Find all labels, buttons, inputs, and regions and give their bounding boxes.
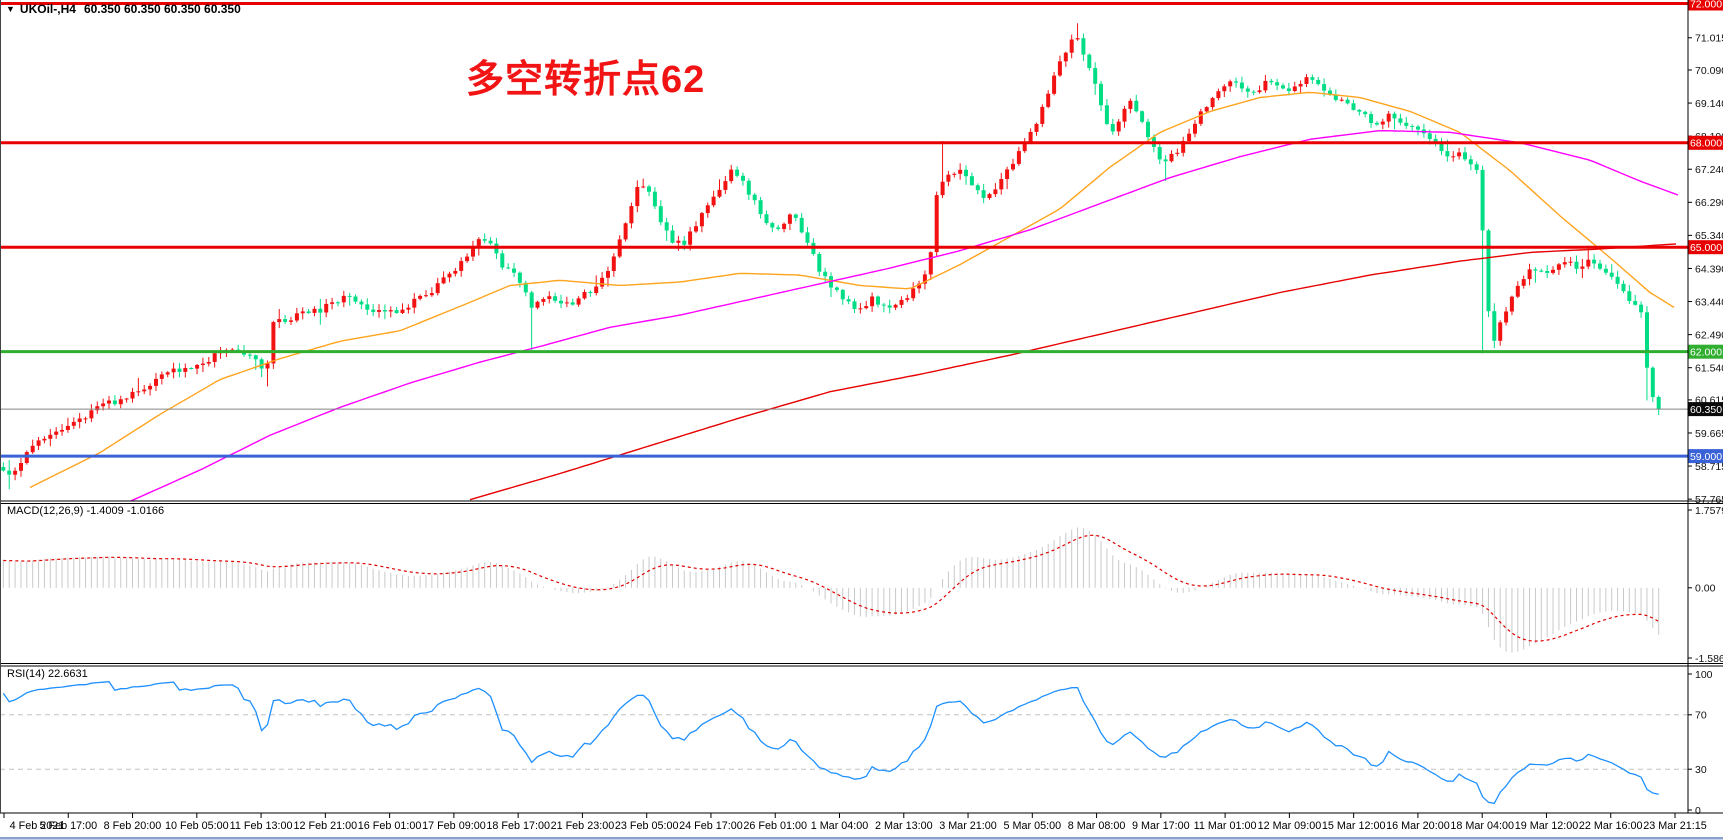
svg-text:66.290: 66.290 (1695, 197, 1723, 209)
svg-text:65.000: 65.000 (1690, 242, 1722, 254)
svg-text:0: 0 (1695, 805, 1701, 817)
time-axis-label: 15 Mar 12:00 (1322, 820, 1386, 832)
time-axis-label: 23 Feb 05:00 (615, 820, 679, 832)
time-axis-label: 18 Feb 17:00 (486, 820, 550, 832)
svg-text:67.240: 67.240 (1695, 164, 1723, 176)
svg-text:62.490: 62.490 (1695, 329, 1723, 341)
time-axis-label: 12 Feb 21:00 (293, 820, 357, 832)
time-axis-label: 21 Feb 23:00 (551, 820, 615, 832)
time-axis-label: 23 Mar 21:15 (1643, 820, 1707, 832)
time-axis-label: 9 Mar 17:00 (1132, 820, 1190, 832)
svg-text:60.350: 60.350 (1690, 404, 1722, 416)
time-axis-label: 4 Feb 2021 (10, 820, 65, 832)
time-axis-label: 26 Feb 01:00 (743, 820, 807, 832)
rsi-layer (0, 681, 1688, 805)
svg-text:61.540: 61.540 (1695, 363, 1723, 375)
chart-annotation-text[interactable]: 多空转折点62 (466, 59, 706, 101)
symbol-title: ▼ UKOil-,H4 60.350 60.350 60.350 60.350 (6, 2, 241, 16)
macd-indicator-label: MACD(12,26,9) -1.4009 -1.0166 (7, 505, 165, 517)
macd-signal-line (3, 534, 1659, 642)
svg-text:30: 30 (1695, 764, 1707, 776)
time-axis-label: 8 Mar 08:00 (1068, 820, 1126, 832)
time-axis-label: 10 Feb 05:00 (165, 820, 229, 832)
svg-text:72.000: 72.000 (1690, 0, 1722, 10)
time-axis-label: 24 Feb 17:00 (679, 820, 743, 832)
ma-fast-orange (29, 91, 1675, 489)
price-label-boxes-layer: 72.000 68.000 65.000 62.000 59.000 60.350 (1688, 0, 1723, 464)
svg-text:70.090: 70.090 (1695, 65, 1723, 77)
time-axis-label: 2 Mar 13:00 (875, 820, 933, 832)
time-axis-label: 22 Mar 16:00 (1579, 820, 1643, 832)
svg-text:0.00: 0.00 (1695, 583, 1716, 595)
svg-text:58.715: 58.715 (1695, 461, 1723, 473)
macd-layer (2, 527, 1660, 653)
ma-slow-red (469, 243, 1677, 501)
candles-layer[interactable] (1, 23, 1661, 490)
svg-text:64.390: 64.390 (1695, 263, 1723, 275)
time-axis-label: 1 Mar 04:00 (811, 820, 869, 832)
time-axis-label: 5 Feb 17:00 (39, 820, 97, 832)
time-axis-label: 17 Feb 09:00 (422, 820, 486, 832)
moving-averages-layer (29, 91, 1679, 501)
time-axis-label: 16 Mar 20:00 (1386, 820, 1450, 832)
svg-text:70: 70 (1695, 710, 1707, 722)
time-axis-label: 11 Mar 01:00 (1194, 820, 1257, 832)
svg-text:63.440: 63.440 (1695, 296, 1723, 308)
ohlc-quote-label: 60.350 60.350 60.350 60.350 (83, 2, 241, 16)
time-axis-label: 18 Mar 04:00 (1450, 820, 1514, 832)
svg-text:62.000: 62.000 (1690, 347, 1722, 359)
time-axis-label: 19 Mar 12:00 (1515, 820, 1579, 832)
rsi-indicator-label: RSI(14) 22.6631 (7, 668, 88, 680)
time-axis-label: 5 Mar 05:00 (1003, 820, 1061, 832)
svg-text:-1.5867: -1.5867 (1695, 653, 1723, 665)
horizontal-level-lines-layer[interactable] (0, 1, 1688, 458)
time-axis-label: 8 Feb 20:00 (104, 820, 162, 832)
svg-text:1.7579: 1.7579 (1695, 505, 1723, 517)
time-axis-label: 3 Mar 21:00 (939, 820, 997, 832)
svg-text:68.000: 68.000 (1690, 138, 1722, 150)
svg-text:59.000: 59.000 (1690, 451, 1722, 463)
time-axis-label: 16 Feb 01:00 (358, 820, 422, 832)
svg-text:65.340: 65.340 (1695, 230, 1723, 242)
rsi-line (2, 681, 1659, 805)
svg-text:69.140: 69.140 (1695, 98, 1723, 110)
time-axis-label: 11 Feb 13:00 (230, 820, 293, 832)
svg-text:57.765: 57.765 (1695, 494, 1723, 506)
time-axis-label: 12 Mar 09:00 (1258, 820, 1322, 832)
one-click-trading-arrow-icon[interactable]: ▼ (6, 4, 15, 14)
svg-text:71.015: 71.015 (1695, 33, 1723, 45)
ma-mid-magenta (129, 129, 1679, 501)
symbol-period-label: UKOil-,H4 (19, 2, 76, 16)
svg-text:59.665: 59.665 (1695, 428, 1723, 440)
svg-text:100: 100 (1695, 669, 1713, 681)
